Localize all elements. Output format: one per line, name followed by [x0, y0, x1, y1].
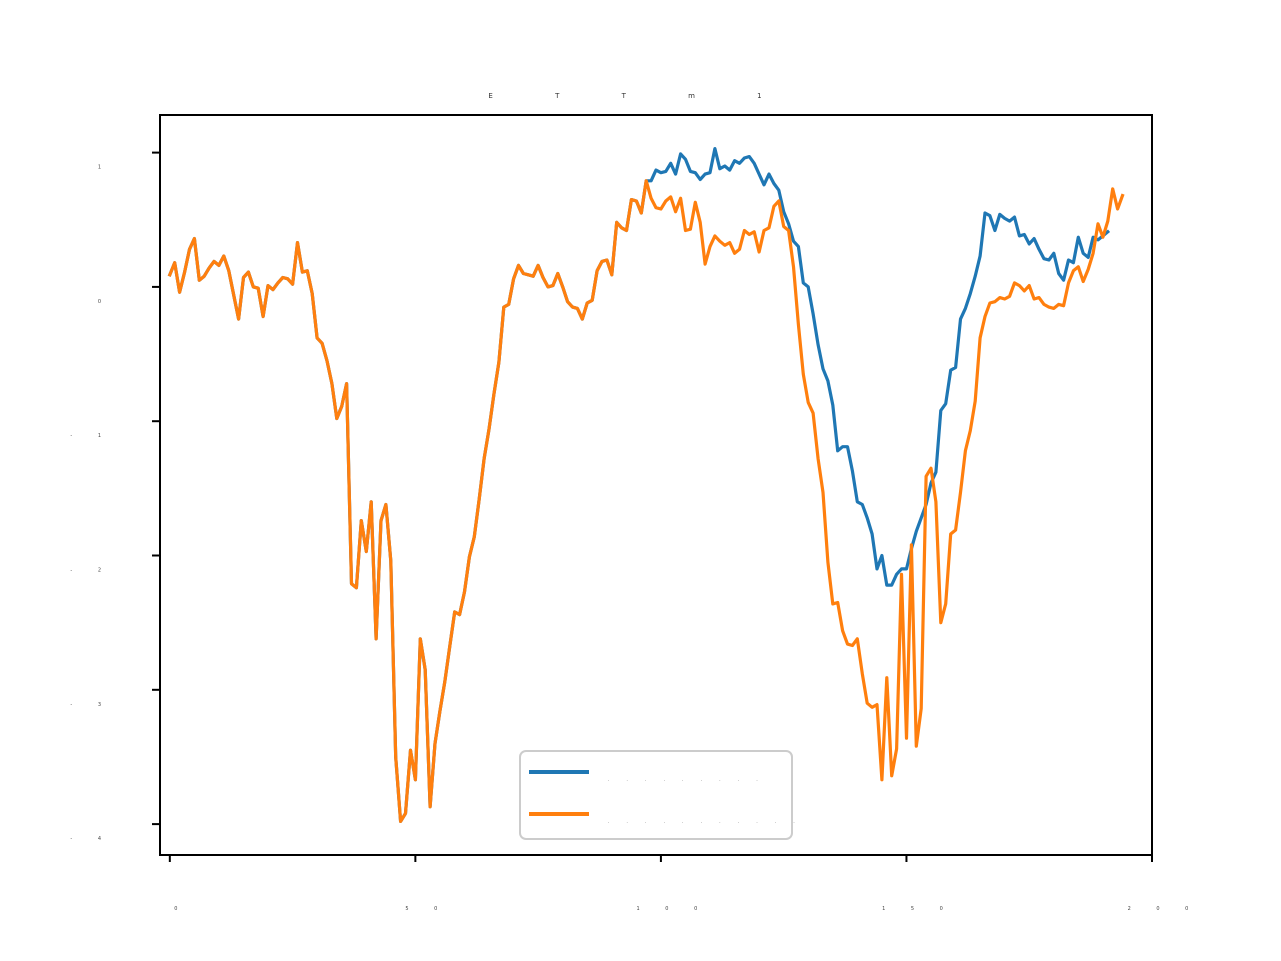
series-line-1 [167, 147, 1111, 824]
legend-label-series-1: · · · · · · · · · [608, 778, 766, 783]
x-tick-label: 0 [174, 906, 189, 912]
legend-label-series-2: · · · · · · · · · · · [608, 820, 803, 825]
y-tick-label: - 4 [70, 836, 113, 842]
legend: · · · · · · · · · · · · · · · · · · · · [519, 750, 803, 840]
y-tick-label: - 2 [70, 568, 113, 574]
plot-frame [159, 114, 1153, 856]
chart-title: E T T m 1 [488, 92, 791, 100]
series-line-2 [167, 179, 1125, 824]
y-tick-label: 1 [98, 165, 113, 171]
y-tick-label: - 1 [70, 433, 113, 439]
y-tick-label: 0 [98, 299, 113, 305]
y-axis: 1 0 - 1 - 2 - 3 - 4 [70, 151, 160, 842]
legend-box [519, 750, 793, 840]
y-tick-label: - 3 [70, 702, 113, 708]
series-group [167, 147, 1125, 824]
x-tick-label: 2 0 0 [1128, 906, 1201, 912]
x-tick-label: 1 0 0 [637, 906, 710, 912]
x-tick-label: 1 5 0 [882, 906, 955, 912]
x-axis: 0 5 0 1 0 0 1 5 0 2 0 0 [168, 855, 1201, 912]
x-tick-label: 5 0 [405, 906, 449, 912]
